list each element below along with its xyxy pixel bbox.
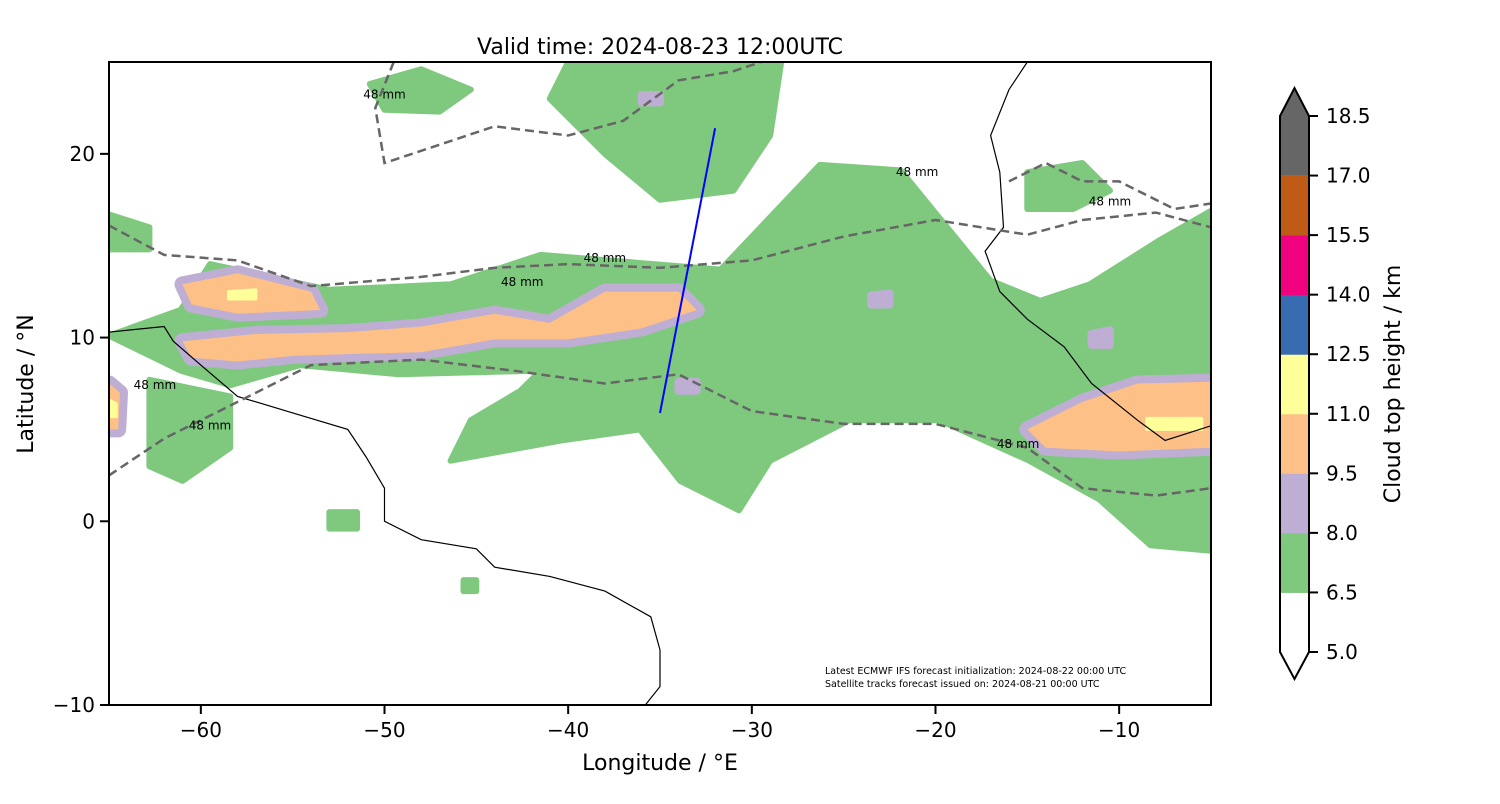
x-tick-label: −50 (363, 718, 405, 742)
cloud-region-9.5-11km (1027, 381, 1211, 452)
tcwv-48mm-contour (374, 62, 762, 165)
colorbar-tick-label: 14.0 (1326, 283, 1371, 307)
x-tick-label: −30 (731, 718, 773, 742)
colorbar-segment (1280, 294, 1309, 355)
satellite-track (659, 127, 717, 414)
coastline (109, 325, 661, 705)
colorbar-tick-label: 12.5 (1326, 342, 1371, 366)
cloud-region-8-9.5km (674, 377, 701, 395)
colorbar-tick-label: 11.0 (1326, 402, 1371, 426)
cloud-region-11-12.5km (1145, 416, 1204, 431)
colorbar-segment (1280, 473, 1309, 534)
colorbar-tick-label: 9.5 (1326, 461, 1358, 485)
colorbar-segment (1280, 88, 1309, 176)
chart-title: Valid time: 2024-08-23 12:00UTC (477, 35, 843, 60)
cloud-region-6.5-8km (109, 161, 1211, 554)
colorbar: 5.0 6.5 8.0 9.5 11.0 12.5 14.0 15.5 17.0 18.5 (1279, 85, 1371, 682)
coastline (984, 62, 1211, 442)
cloud-region-6.5-8km (460, 577, 480, 595)
y-tick-label: 10 (70, 326, 95, 350)
tcwv-48mm-contour (109, 358, 1211, 497)
colorbar-tick-label: 15.5 (1326, 223, 1371, 247)
annotation-tracks: Satellite tracks forecast issued on: 202… (825, 679, 1100, 690)
contour-label: 48 mm (896, 165, 938, 179)
contour-label: 48 mm (501, 275, 543, 289)
contour-label: 48 mm (134, 378, 176, 392)
colorbar-tick-label: 5.0 (1326, 640, 1358, 664)
cloud-region-6.5-8km (366, 66, 474, 115)
colorbar-segment (1280, 413, 1309, 474)
cloud-region-6.5-8km (546, 62, 785, 203)
tcwv-48mm-contour (1008, 161, 1211, 211)
x-tick-label: −20 (914, 718, 956, 742)
cloud-region-6.5-8km (1024, 160, 1113, 212)
colorbar-segment (1280, 235, 1309, 296)
y-tick-label: −10 (53, 693, 95, 717)
cloud-region-8-9.5km (1087, 326, 1114, 349)
contour-label: 48 mm (363, 88, 405, 102)
cloud-region-6.5-8km (109, 211, 153, 253)
cloud-region-6.5-8km (146, 376, 234, 484)
x-tick-label: −10 (1098, 718, 1140, 742)
y-tick-label: 0 (82, 509, 95, 533)
tcwv-48mm-contour (109, 211, 1211, 288)
colorbar-tick-label: 6.5 (1326, 580, 1358, 604)
map-layers: 48 mm 48 mm 48 mm 48 mm 48 mm 48 mm 48 mm 48 mm (109, 62, 1211, 705)
cloud-region-11-12.5km (226, 288, 258, 301)
colorbar-segment (1280, 532, 1309, 593)
x-tick-label: −40 (547, 718, 589, 742)
annotation-init: Latest ECMWF IFS forecast initialization… (825, 666, 1126, 677)
colorbar-tick-label: 17.0 (1326, 164, 1371, 188)
colorbar-tick-label: 8.0 (1326, 521, 1358, 545)
contour-label: 48 mm (1089, 194, 1131, 208)
contour-label: 48 mm (997, 437, 1039, 451)
contour-label: 48 mm (584, 251, 626, 265)
y-tick-label: 20 (70, 142, 95, 166)
axis-ticks: −60 −50 −40 −30 −20 −10 −10 0 10 20 (53, 142, 1140, 742)
cloud-region-6.5-8km (326, 509, 360, 532)
colorbar-tick-label: 18.5 (1326, 104, 1371, 128)
colorbar-segment (1280, 354, 1309, 415)
plot-frame (108, 61, 1212, 706)
cloud-region-8-9.5km (867, 289, 894, 309)
contour-label: 48 mm (189, 418, 231, 432)
x-tick-label: −60 (180, 718, 222, 742)
y-axis-label: Latitude / °N (14, 314, 39, 453)
x-axis-label: Longitude / °E (582, 751, 738, 776)
colorbar-label: Cloud top height / km (1381, 265, 1406, 504)
cloud-region-11-12.5km (109, 398, 118, 419)
colorbar-segment (1280, 592, 1309, 679)
cloud-region-9.5-11km (182, 291, 697, 362)
colorbar-segment (1280, 175, 1309, 236)
